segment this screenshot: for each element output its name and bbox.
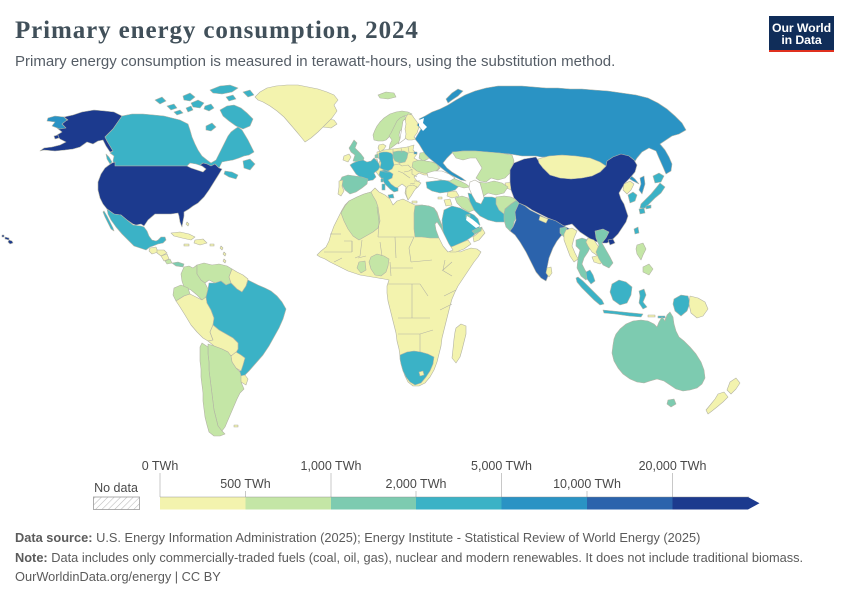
- svg-text:2,000 TWh: 2,000 TWh: [386, 477, 447, 491]
- svg-text:10,000 TWh: 10,000 TWh: [553, 477, 621, 491]
- svg-text:5,000 TWh: 5,000 TWh: [471, 459, 532, 473]
- svg-text:0 TWh: 0 TWh: [142, 459, 179, 473]
- svg-text:No data: No data: [94, 481, 138, 495]
- svg-text:20,000 TWh: 20,000 TWh: [639, 459, 707, 473]
- svg-text:500 TWh: 500 TWh: [220, 477, 271, 491]
- svg-text:1,000 TWh: 1,000 TWh: [301, 459, 362, 473]
